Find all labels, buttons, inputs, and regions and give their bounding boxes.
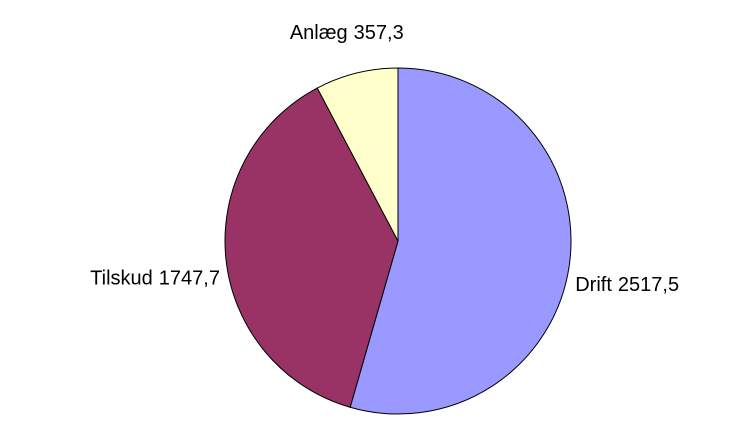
slice-category: Tilskud (90, 268, 153, 290)
slice-category: Anlæg (290, 23, 348, 45)
slice-category: Drift (575, 274, 612, 296)
slice-value: 1747,7 (159, 268, 220, 290)
slice-label: Tilskud 1747,7 (90, 268, 220, 290)
slice-value: 357,3 (354, 23, 404, 45)
slice-value: 2517,5 (618, 274, 679, 296)
pie-slice (224, 87, 399, 408)
slice-label: Drift 2517,5 (575, 274, 679, 296)
pie-slice (316, 67, 399, 242)
pie-slice (349, 67, 572, 415)
slice-label: Anlæg 357,3 (290, 23, 404, 45)
